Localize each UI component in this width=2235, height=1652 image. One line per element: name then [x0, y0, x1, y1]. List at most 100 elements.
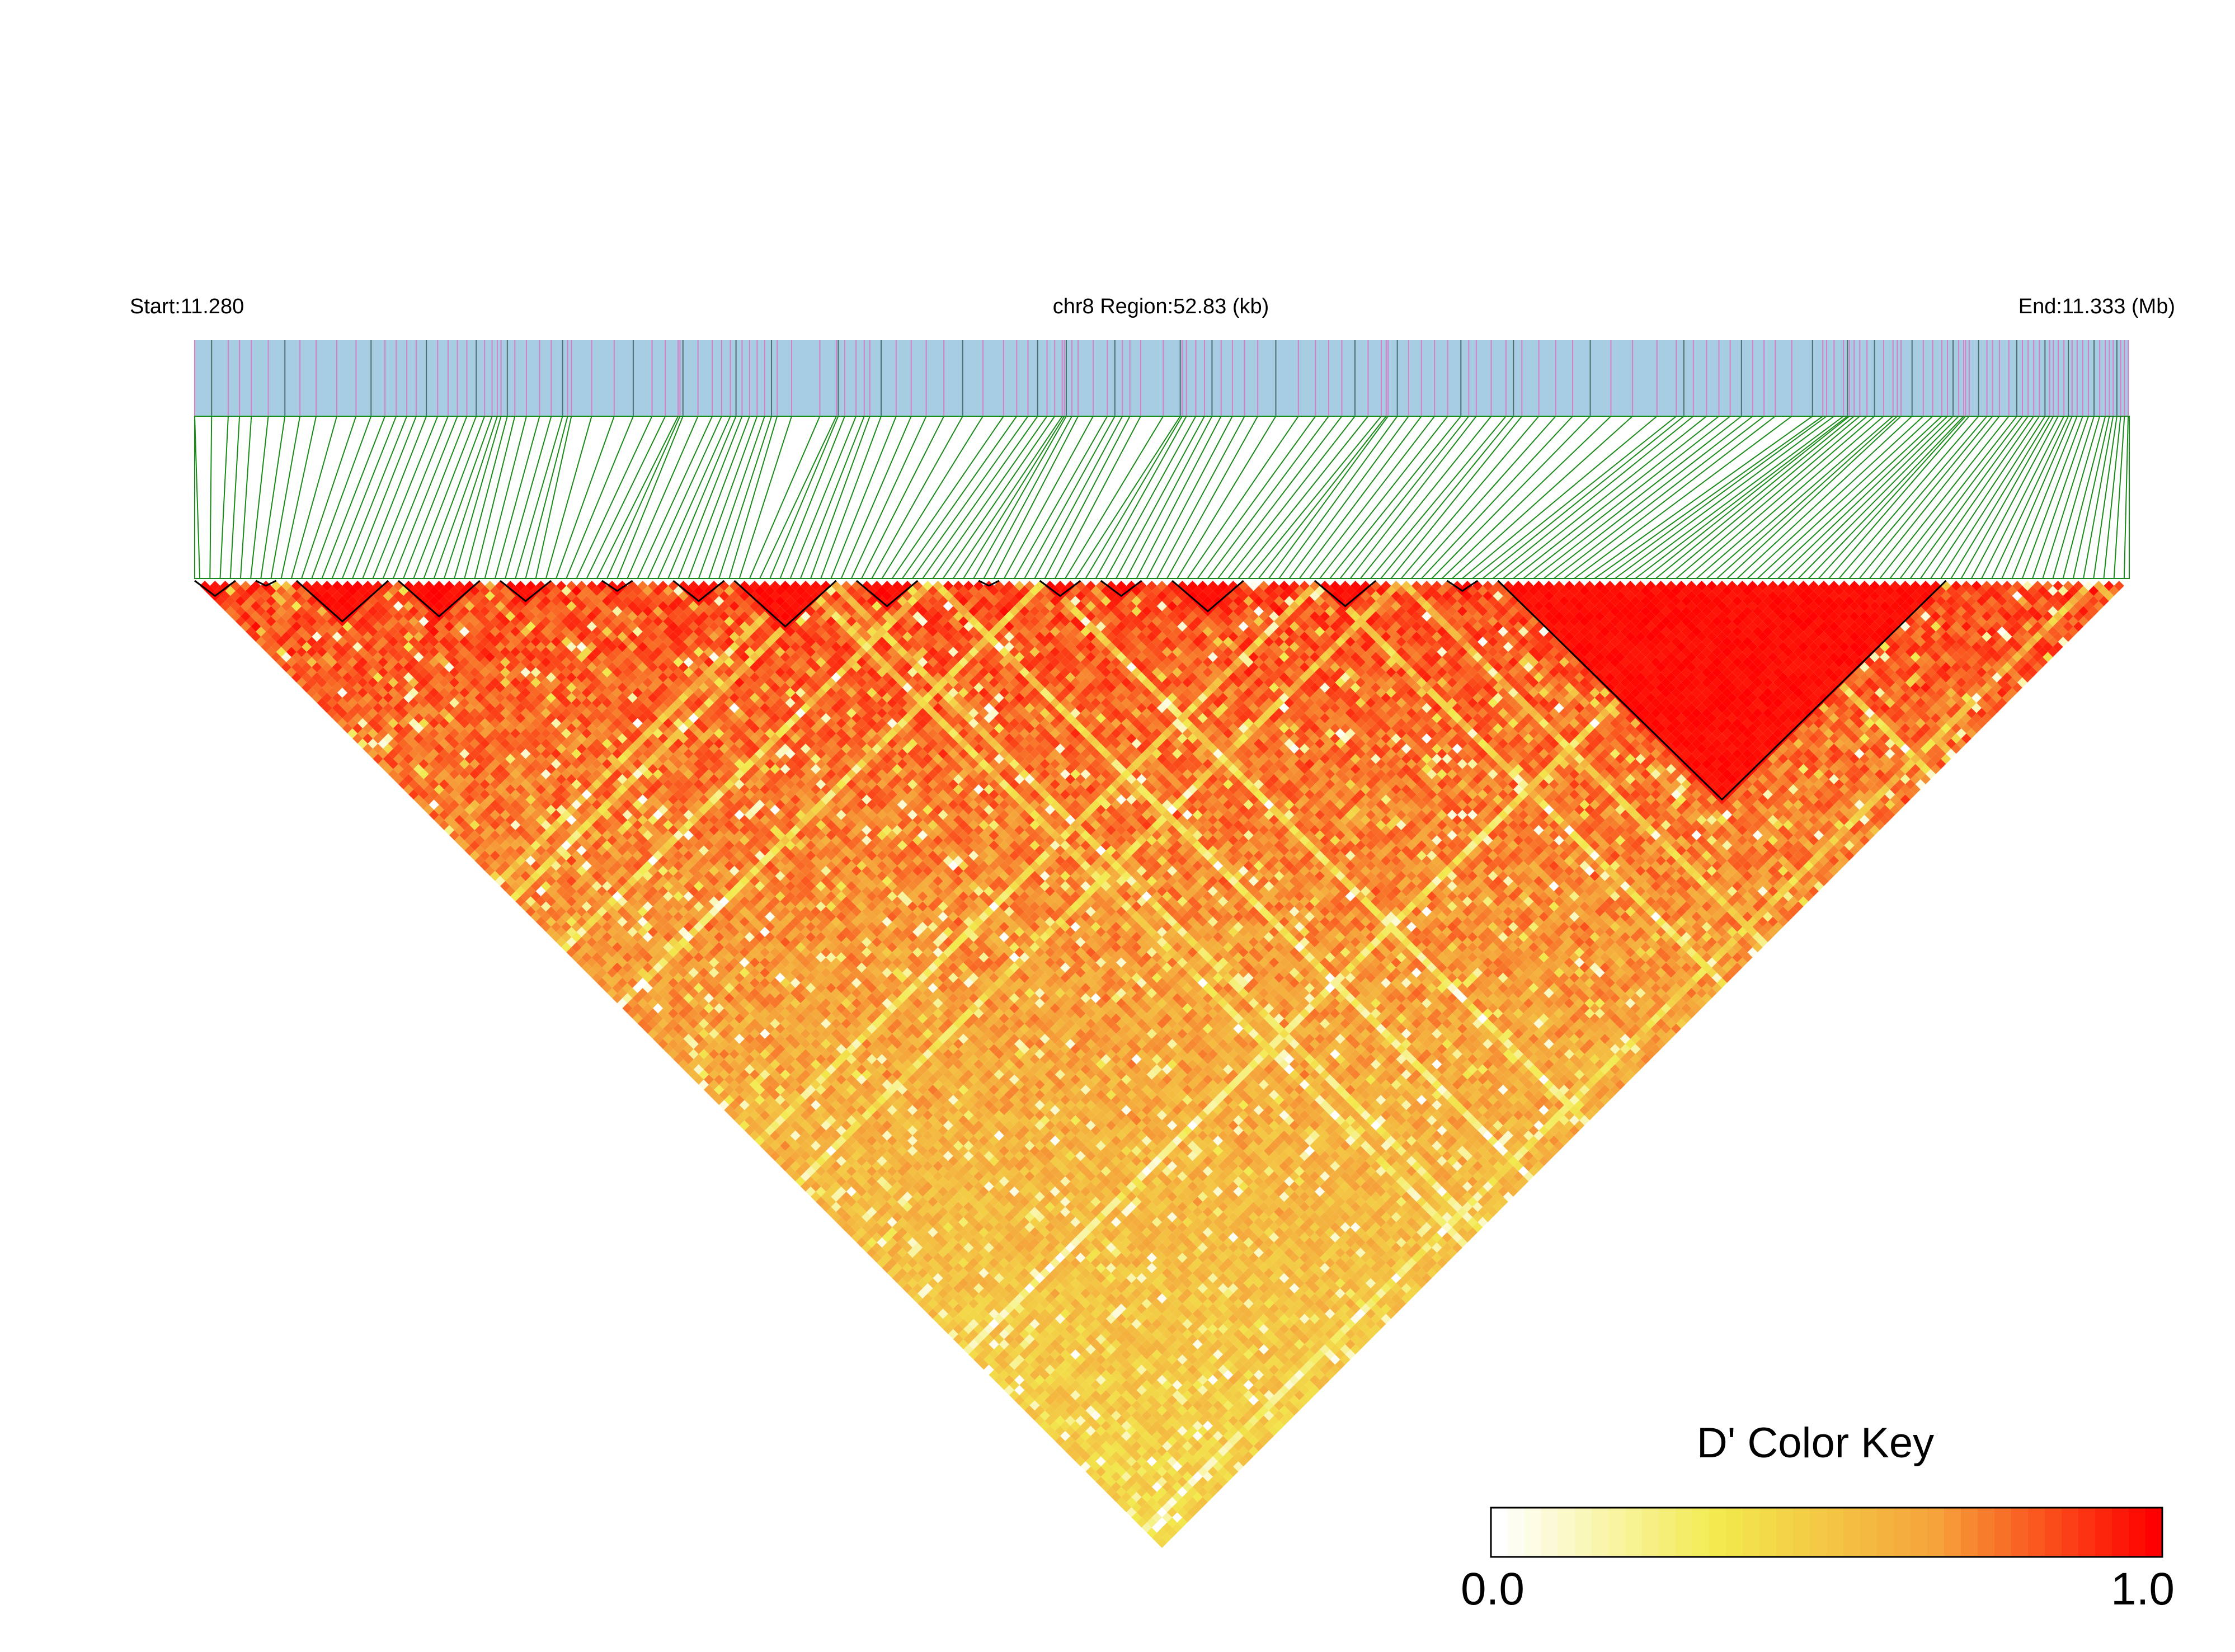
- ld-cell: [312, 683, 322, 693]
- snp-connector-line: [1268, 416, 1389, 579]
- ld-cell: [464, 835, 475, 846]
- snp-connector-line: [728, 416, 778, 579]
- snp-connector-line: [1625, 416, 1844, 579]
- ld-cell: [235, 606, 246, 616]
- snp-connector-line: [280, 416, 317, 579]
- ld-cell: [429, 799, 439, 810]
- ld-cell: [765, 1135, 775, 1146]
- ld-cell: [658, 1028, 669, 1039]
- ld-cell: [210, 581, 220, 591]
- snp-connector-line: [1421, 416, 1573, 579]
- ld-cell: [510, 870, 521, 881]
- snp-connector-line: [708, 416, 765, 579]
- ld-cell: [1131, 1502, 1142, 1513]
- snp-connector-line: [2123, 416, 2129, 579]
- ld-cell: [474, 855, 485, 866]
- ld-cell: [540, 911, 551, 922]
- snp-connector-line: [2103, 416, 2121, 579]
- snp-connector-line: [433, 416, 493, 579]
- ld-cell: [943, 1314, 953, 1324]
- ld-cell: [617, 988, 628, 999]
- ld-cell: [545, 906, 557, 917]
- ld-cell: [973, 1354, 984, 1365]
- ld-cell: [337, 698, 347, 708]
- ld-cell: [469, 850, 480, 861]
- ld-cell: [994, 1364, 1004, 1375]
- ld-cell: [413, 784, 424, 795]
- ld-cell: [200, 581, 210, 591]
- ld-cell: [821, 1192, 831, 1202]
- ld-cell: [342, 703, 353, 713]
- ld-cell: [566, 926, 577, 937]
- ld-cell: [647, 1008, 658, 1019]
- ld-cell: [709, 1090, 719, 1100]
- ld-cell: [297, 677, 307, 688]
- snp-connector-line: [1706, 416, 1894, 579]
- ld-cell: [474, 835, 485, 846]
- ld-cell: [642, 1003, 653, 1014]
- ld-cell: [291, 652, 302, 662]
- ld-cell: [408, 769, 419, 779]
- snp-connector-line: [850, 416, 927, 579]
- ld-cell: [632, 1003, 643, 1014]
- snp-connector-line: [1452, 416, 1633, 579]
- ld-cell: [490, 850, 500, 861]
- snp-connector-line: [779, 416, 845, 579]
- snp-connector-line: [1665, 416, 1860, 579]
- ld-cell: [276, 647, 286, 657]
- snp-connector-line: [464, 416, 508, 579]
- ld-cell: [225, 596, 236, 606]
- ld-cell: [1162, 1532, 1173, 1543]
- connector-panel-frame: [194, 416, 2130, 579]
- ld-cell: [637, 1018, 648, 1029]
- ld-cell: [388, 749, 398, 759]
- ld-cell: [872, 1242, 882, 1253]
- ld-cell: [668, 1049, 679, 1060]
- ld-cell: [882, 1263, 892, 1273]
- ld-cell: [658, 1039, 669, 1049]
- ld-cell: [281, 652, 291, 662]
- ld-cell: [755, 1125, 765, 1136]
- ld-cell: [612, 972, 623, 983]
- ld-cell: [642, 1023, 653, 1034]
- ld-cell: [744, 1125, 755, 1136]
- snp-connector-line: [922, 416, 1038, 579]
- snp-connector-line: [1838, 416, 1979, 579]
- snp-connector-line: [505, 416, 552, 579]
- ld-cell: [917, 1288, 928, 1299]
- ld-cell: [500, 881, 511, 892]
- snp-connector-line: [953, 416, 1063, 579]
- snp-connector-line: [1004, 416, 1094, 579]
- ld-cell: [917, 1298, 928, 1309]
- snp-connector-line: [932, 416, 1048, 579]
- ld-cell: [933, 1314, 943, 1324]
- ld-cell: [765, 1146, 775, 1156]
- snp-connector-line: [1095, 416, 1187, 579]
- snp-connector-line: [606, 416, 681, 579]
- ld-cell: [607, 988, 618, 999]
- ld-cell: [225, 606, 236, 616]
- snp-connector-line: [311, 416, 372, 579]
- snp-connector-line: [1298, 416, 1422, 579]
- ld-cell: [806, 1186, 816, 1197]
- ld-cell: [948, 1319, 958, 1329]
- snp-connector-line: [535, 416, 572, 579]
- ld-cell: [760, 1130, 770, 1141]
- snp-connector-line: [789, 416, 857, 579]
- snp-connector-line: [647, 416, 722, 579]
- snp-connector-line: [270, 416, 301, 579]
- snp-connector-line: [983, 416, 1072, 579]
- snp-connector-line: [1757, 416, 1933, 579]
- snp-connector-line: [301, 416, 357, 579]
- snp-connector-line: [2062, 416, 2106, 579]
- ld-cell: [1019, 1390, 1030, 1401]
- snp-connector-line: [1920, 416, 2035, 579]
- ld-cell: [1156, 1537, 1168, 1548]
- snp-connector-line: [667, 416, 737, 579]
- ld-cell: [892, 1263, 902, 1273]
- ld-cell: [373, 754, 383, 764]
- snp-connector-line: [677, 416, 743, 579]
- ld-cell: [1095, 1466, 1106, 1477]
- snp-connector-line: [1655, 416, 1855, 579]
- snp-connector-line: [1879, 416, 2010, 579]
